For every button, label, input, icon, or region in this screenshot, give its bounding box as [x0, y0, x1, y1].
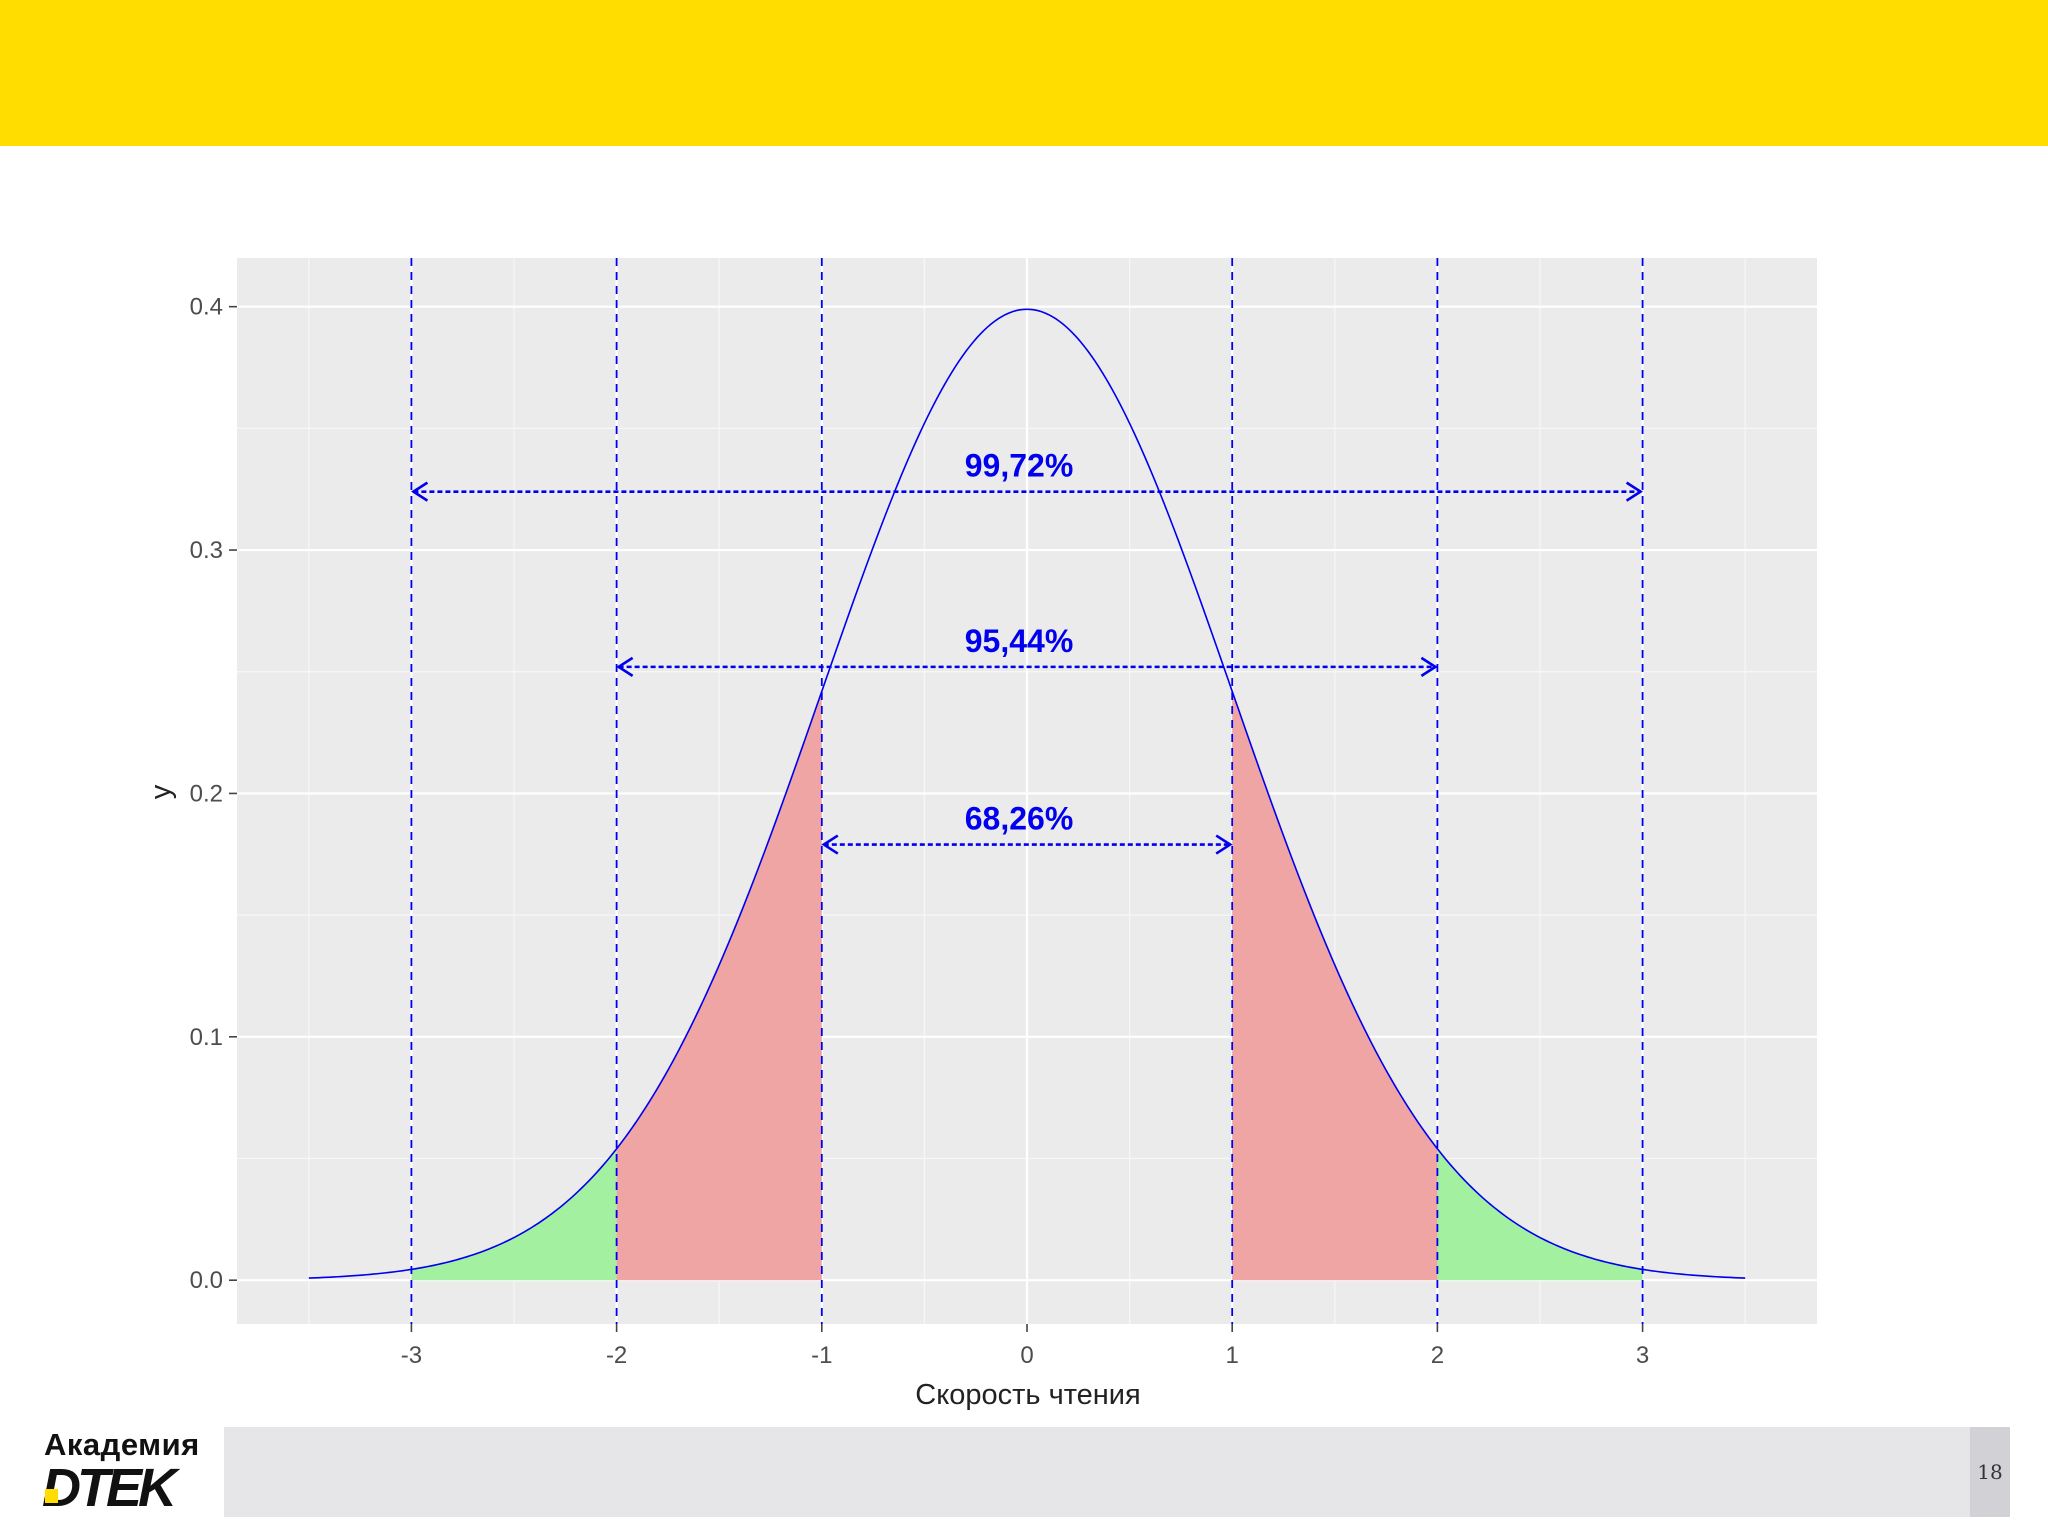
top-banner [0, 0, 2048, 146]
x-tick-label: 0 [1020, 1342, 1033, 1369]
logo-bottom-text: DTEK [42, 1458, 177, 1518]
shaded-region-2 [1232, 691, 1438, 1281]
sigma-lines [410, 258, 1644, 1324]
shaded-region-1 [616, 691, 822, 1281]
y-tick-label: 0.0 [190, 1267, 223, 1294]
page-number: 18 [1977, 1460, 2003, 1484]
interval-arrows: 99,72% 95,44% 68,26% [411, 448, 1643, 855]
y-tick-label: 0.1 [190, 1024, 223, 1051]
dtek-academy-logo: Академия DTEK [42, 1427, 214, 1527]
x-axis-ticks: -3 -2 -1 0 1 2 3 [401, 1324, 1649, 1369]
arrowhead-right [1420, 656, 1438, 677]
x-tick-label: 3 [1636, 1342, 1649, 1369]
interval-label: 99,72% [965, 448, 1074, 484]
shaded-region-3 [1437, 1148, 1643, 1281]
logo-top-text: Академия [44, 1427, 200, 1462]
arrowhead-left [616, 656, 634, 677]
interval-label: 68,26% [965, 801, 1074, 837]
arrowhead-right [1215, 834, 1233, 855]
logo-accent-mark [45, 1489, 58, 1503]
y-axis-ticks: 0.0 0.1 0.2 0.3 0.4 [190, 294, 237, 1294]
x-tick-label: -2 [606, 1342, 627, 1369]
x-tick-label: 2 [1431, 1342, 1444, 1369]
x-tick-label: 1 [1226, 1342, 1239, 1369]
shaded-region-0 [411, 1148, 617, 1281]
arrowhead-right [1625, 481, 1643, 502]
normal-distribution-chart: 99,72%95,44%68,26% -3 -2 -1 0 1 2 3 0.00.10.20… [145, 258, 1817, 1411]
y-tick-label: 0.4 [190, 294, 223, 321]
arrowhead-left [411, 481, 429, 502]
y-tick-label: 0.3 [190, 537, 223, 564]
x-axis-title: Скорость чтения [915, 1379, 1140, 1411]
page-number-box [1970, 1427, 2010, 1517]
shaded-regions [411, 691, 1643, 1281]
x-tick-label: -1 [811, 1342, 832, 1369]
density-curve [308, 308, 1746, 1279]
interval-label: 95,44% [965, 623, 1074, 659]
x-tick-label: -3 [401, 1342, 422, 1369]
y-axis-title: y [145, 784, 177, 799]
footer-bar [224, 1427, 2009, 1517]
y-tick-label: 0.2 [190, 780, 223, 807]
arrowhead-left [821, 834, 839, 855]
